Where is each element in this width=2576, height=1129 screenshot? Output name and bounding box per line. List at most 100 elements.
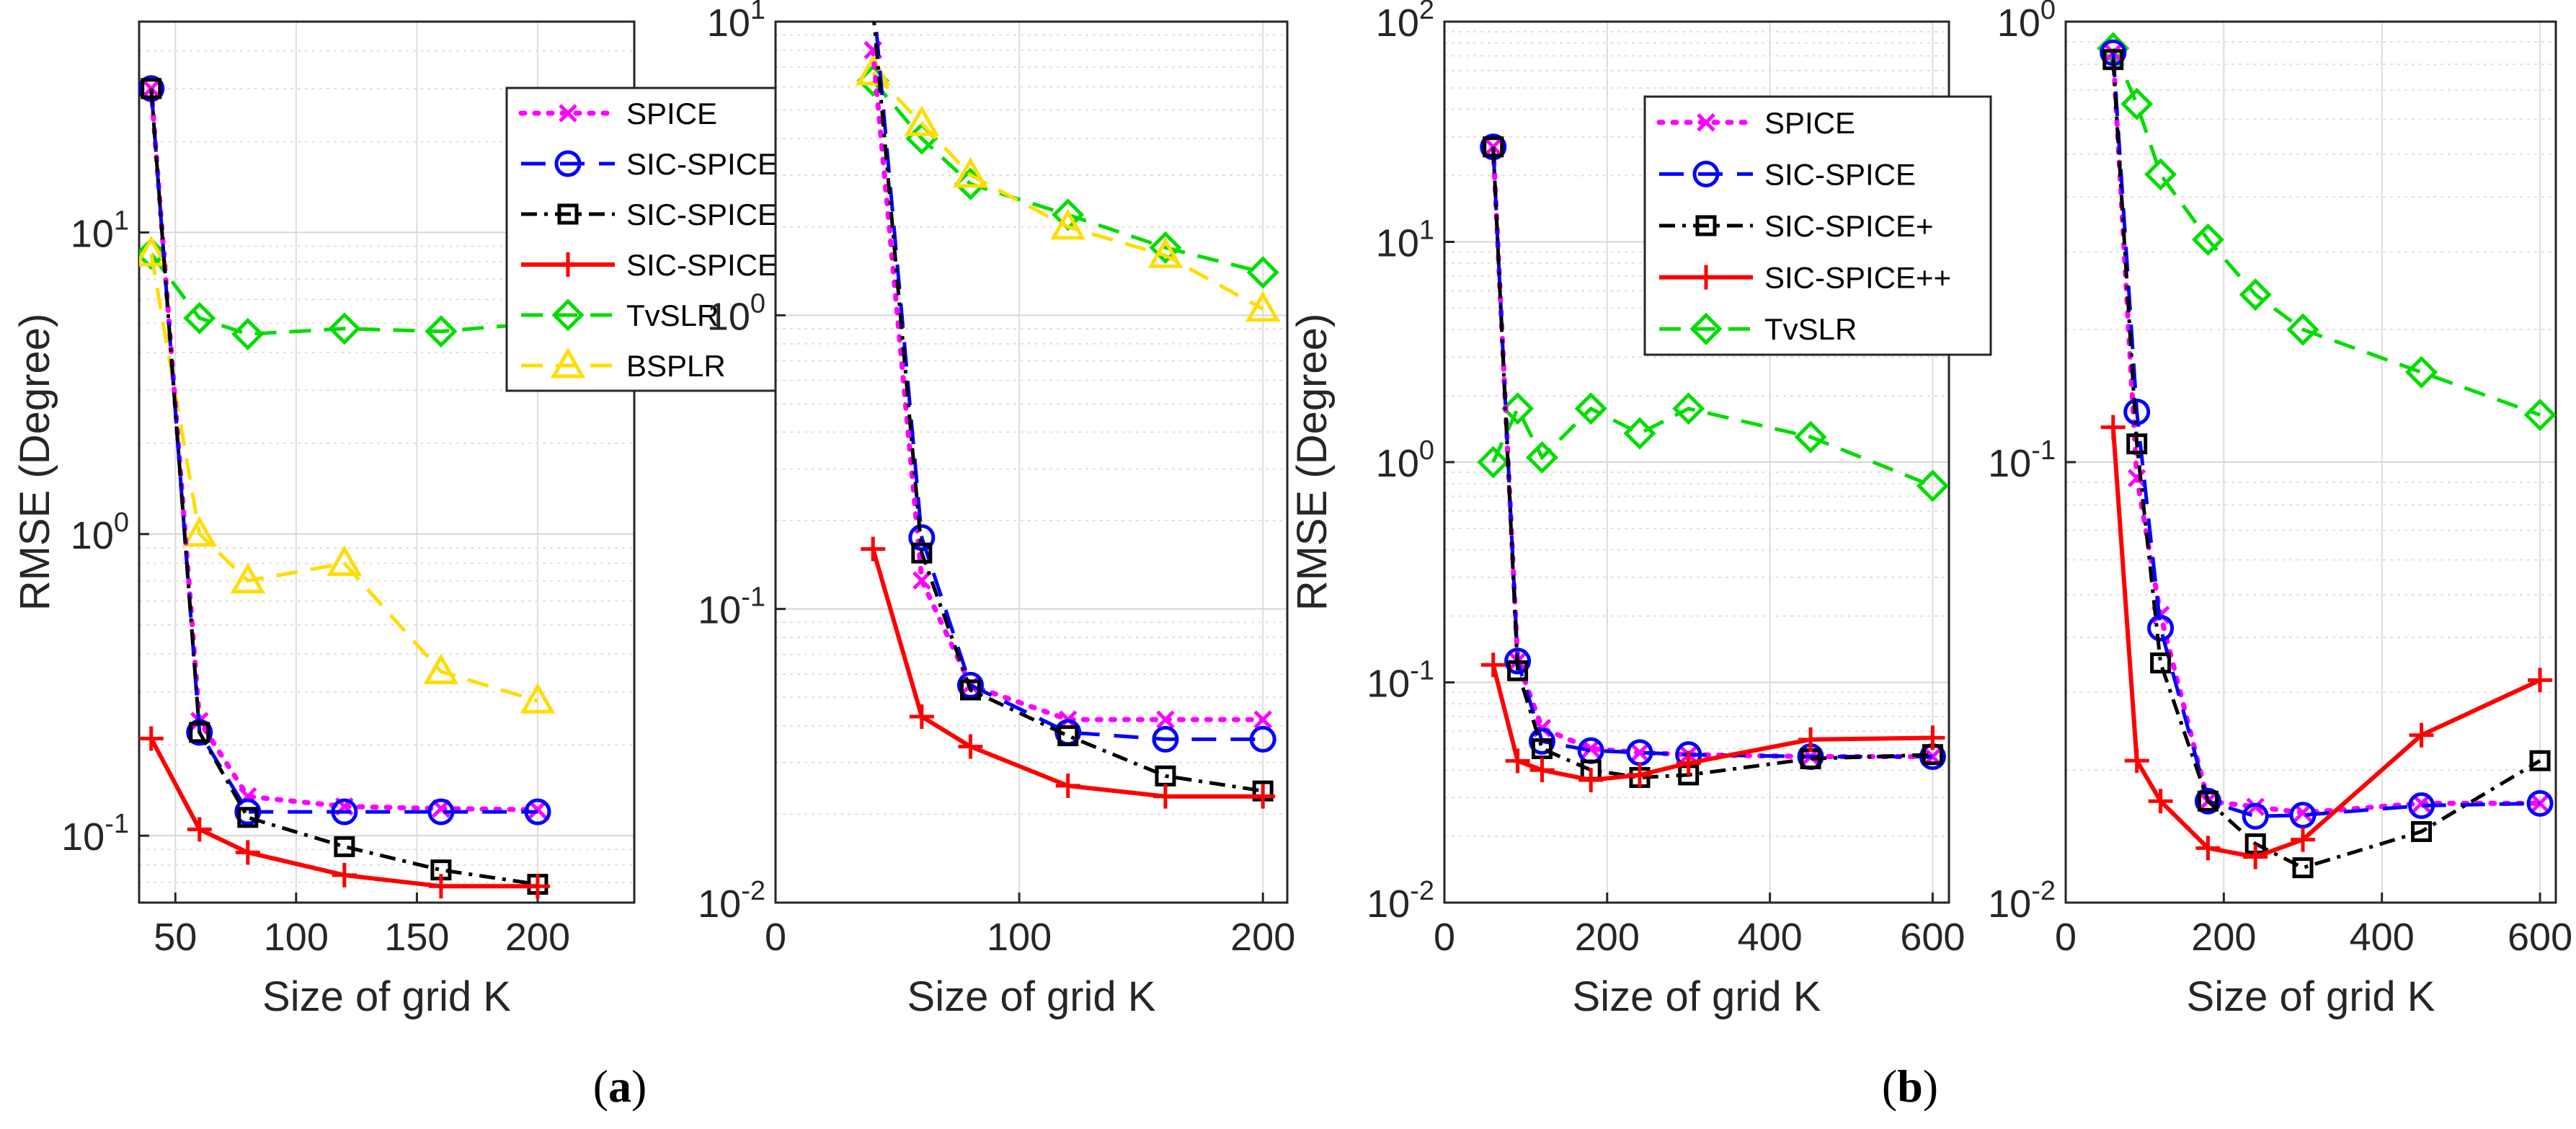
data-point (1798, 727, 1824, 752)
data-point (2292, 857, 2314, 879)
x-tick-label: 150 (384, 916, 449, 959)
axes-frame (138, 20, 636, 904)
data-point (1504, 647, 1532, 675)
data-point (1152, 784, 1178, 809)
y-tick-label: 101 (1376, 216, 1434, 265)
data-point (525, 874, 550, 899)
x-tick-label: 400 (1738, 916, 1803, 959)
legend: SPICE SIC-SPICE SIC-SPICE+ SIC-SPICE++ TvSLR (1643, 95, 1992, 356)
plot-area (776, 22, 1287, 903)
data-point (1505, 748, 1530, 774)
series-line (871, 548, 1263, 799)
series-line (1491, 146, 1933, 758)
chart-panel-3: 0 200 400 600 10-2 10-1 100 101 102 Size of grid … (1289, 0, 1992, 1020)
series-line (149, 252, 538, 337)
data-point (2408, 792, 2435, 820)
series-line (149, 88, 538, 887)
data-point (2124, 748, 2149, 774)
data-point (2120, 87, 2154, 120)
data-point (959, 679, 981, 701)
axes-frame (774, 20, 1289, 904)
data-point (139, 237, 168, 270)
x-tick-label: 100 (987, 916, 1052, 959)
x-tick-label: 600 (1900, 916, 1965, 959)
data-point (2409, 722, 2434, 748)
data-point (1245, 291, 1281, 322)
data-point (2405, 355, 2438, 389)
legend-label: SIC-SPICE+ (1764, 209, 1934, 243)
data-point (235, 840, 260, 865)
data-point (1920, 725, 1945, 751)
legend-marker (1694, 265, 1718, 290)
data-point (904, 105, 940, 136)
data-point (2242, 802, 2269, 830)
legend-label: SIC-SPICE+ (626, 198, 796, 231)
legend-marker (1695, 215, 1717, 236)
data-point (2243, 844, 2268, 869)
x-tick-label: 0 (1434, 916, 1455, 959)
data-point (327, 545, 363, 576)
y-tick-label: 10-1 (61, 809, 129, 859)
legend-item: BSPLR (521, 347, 726, 383)
legend-label: SPICE (1764, 106, 1855, 140)
legend-item: SPICE (1656, 106, 1855, 140)
legend-item: SIC-SPICE+ (521, 198, 796, 231)
data-point (1253, 710, 1272, 729)
data-point (1483, 136, 1504, 158)
data-point (1627, 762, 1652, 787)
data-point (2148, 789, 2173, 814)
y-tick-label: 100 (1376, 435, 1434, 485)
series-line (149, 253, 538, 703)
series-line (2110, 427, 2541, 859)
x-tick-label: 0 (2055, 916, 2077, 959)
y-tick-label: 10-2 (1367, 876, 1434, 926)
data-point (2191, 223, 2224, 256)
series-line (149, 88, 538, 814)
legend-marker (556, 252, 580, 277)
y-tick-label: 10-1 (1367, 656, 1434, 706)
legend-label: TvSLR (1764, 312, 1857, 346)
data-point (2412, 794, 2431, 813)
data-point (1623, 417, 1656, 450)
x-axis-label: Size of grid K (2187, 973, 2435, 1020)
data-point (423, 653, 459, 685)
x-tick-label: 600 (2508, 916, 2572, 959)
legend-label: SPICE (626, 97, 717, 130)
data-point (1630, 743, 1649, 762)
y-tick-label: 100 (707, 288, 765, 338)
series-line (872, 22, 1263, 793)
series-line (2111, 59, 2541, 870)
data-point (1581, 739, 1600, 758)
data-point (520, 683, 556, 714)
data-point (528, 800, 547, 819)
series-line (2110, 50, 2543, 815)
data-point (231, 317, 265, 351)
legend-marker (1692, 160, 1720, 187)
data-point (2195, 836, 2221, 861)
data-point (1676, 751, 1701, 776)
chart-panel-1: 50 100 150 200 10-1 100 101 Size of grid K RMSE … (12, 20, 852, 1020)
data-point (189, 722, 210, 743)
data-point (958, 734, 983, 759)
series-sic-spice (139, 75, 551, 825)
y-tick-label: 10-2 (698, 876, 765, 926)
series-line (2111, 52, 2541, 818)
y-tick-label: 101 (71, 205, 129, 255)
legend-label: SIC-SPICE (1764, 157, 1916, 191)
legend-item: TvSLR (1659, 312, 1857, 346)
data-point (1147, 237, 1183, 268)
legend-marker (557, 203, 579, 225)
chart-panel-2: 0 100 200 10-2 10-1 100 101 Size of grid K (698, 0, 1295, 1020)
data-point (1507, 660, 1529, 681)
y-tick-label: 10-1 (1988, 435, 2056, 485)
x-tick-label: 200 (2191, 916, 2256, 959)
data-point (2529, 750, 2551, 771)
data-point (139, 726, 164, 751)
data-point (1531, 738, 1553, 759)
data-point (524, 798, 551, 825)
data-point (956, 671, 984, 699)
data-point (861, 536, 886, 562)
series-line (148, 86, 541, 813)
x-tick-label: 100 (264, 916, 329, 959)
